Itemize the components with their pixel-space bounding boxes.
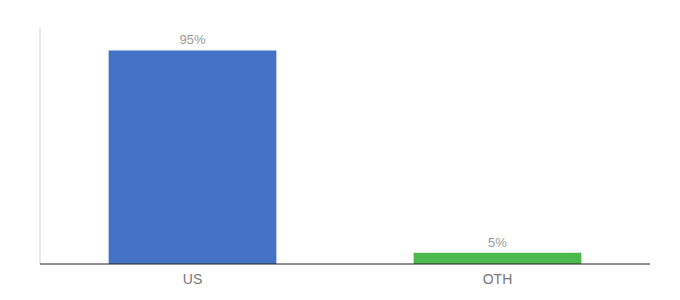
data-label: 5% — [488, 235, 507, 250]
data-label: 95% — [179, 32, 205, 47]
y-axis-line — [40, 28, 41, 264]
chart: 95% 5% US OTH — [0, 0, 680, 300]
x-tick-label: US — [183, 271, 202, 287]
bars — [109, 50, 582, 264]
x-tick-label: OTH — [483, 271, 513, 287]
bar — [109, 50, 277, 264]
bar — [414, 253, 582, 264]
x-axis-line — [40, 264, 650, 265]
chart-container: 95% 5% US OTH — [0, 0, 680, 300]
